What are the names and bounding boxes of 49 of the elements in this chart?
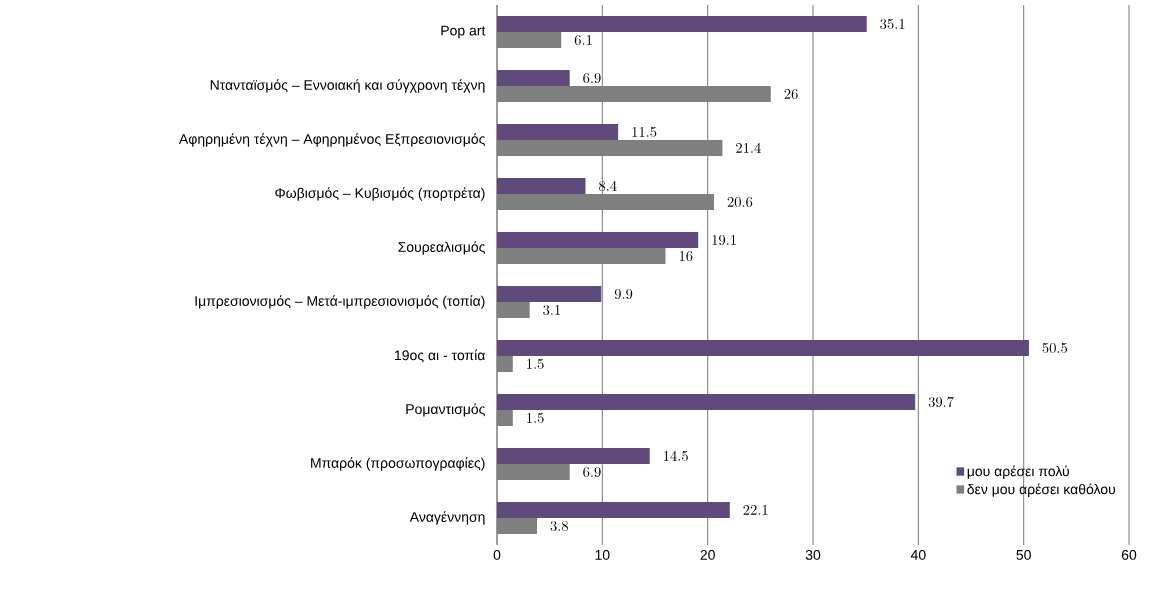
data-label: 14.5	[663, 450, 688, 462]
bar	[497, 124, 619, 141]
data-label: 21 .4	[736, 142, 761, 153]
y-tick-label: Μπαρόκ (προσωπογραφίες)	[311, 457, 485, 471]
data-label: 6.9	[583, 72, 601, 84]
data-label: 26	[784, 88, 798, 100]
bar	[497, 286, 602, 303]
bar	[497, 16, 867, 32]
data-label: 20.6	[727, 196, 753, 208]
y-tick-label: Ντανταϊσμός – Εννοιακή και σύγχρονη τέχνη	[210, 79, 485, 93]
bar	[497, 70, 570, 87]
legend-label: δεν μου αρέσει καθόλου	[967, 483, 1116, 498]
data-label: 3. 1	[543, 304, 561, 316]
data-label: 35. 1	[880, 18, 905, 30]
x-tick-label: 60	[1121, 549, 1137, 560]
bar	[497, 178, 586, 194]
data-label: 50.5	[1042, 342, 1068, 354]
bar	[497, 448, 650, 465]
data-label: 19. 1	[712, 234, 736, 246]
bar	[497, 502, 730, 519]
y-tick-label: 19ος αι - τοπία	[395, 349, 485, 363]
bar	[497, 394, 916, 411]
y-tick-label: Σουρεαλισμός	[398, 241, 485, 255]
data-label: 11 .5	[632, 126, 657, 138]
y-tick-label: Ρομαντισμός	[406, 403, 485, 417]
data-label: 3.8	[550, 520, 568, 532]
y-tick-label: Αναγέννηση	[409, 511, 485, 525]
x-tick-label: 40	[910, 549, 926, 560]
x-tick-label: 20	[700, 549, 715, 560]
data-label: 39.7	[928, 396, 954, 408]
bar	[497, 232, 699, 249]
x-tick-label: 30	[805, 549, 821, 560]
data-label: 6. 1	[574, 34, 592, 46]
x-tick-label: 0	[493, 549, 501, 560]
y-tick-label: Pop art	[441, 25, 486, 39]
x-tick-label: 10	[595, 549, 610, 560]
y-tick-label: Αφηρημένη τέχνη – Αφηρημένος Εξπρεσιονισμός	[178, 133, 485, 147]
data-label: 9.9	[614, 288, 633, 300]
data-label: 1 .5	[527, 412, 544, 424]
y-tick-label: Φωβισμός – Κυβισμός (πορτρέτα)	[275, 187, 485, 201]
data-label: 22. 1	[743, 504, 768, 515]
data-label: 16	[679, 250, 693, 262]
bar	[497, 340, 1029, 357]
legend-label: μου αρέσει πολύ	[967, 465, 1069, 480]
data-label: 6.9	[583, 466, 601, 478]
data-label: 8.4	[599, 180, 617, 192]
y-tick-label: Ιμπρεσιονισμός – Μετά-ιμπρεσιονισμός (τοπία)	[195, 295, 485, 309]
data-label: 1 .5	[527, 358, 544, 370]
x-tick-label: 50	[1016, 549, 1031, 560]
